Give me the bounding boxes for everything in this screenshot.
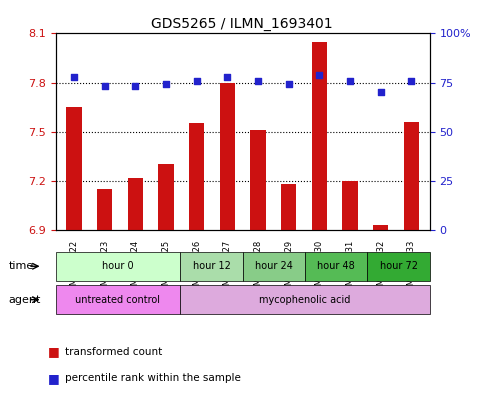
Bar [128,178,143,230]
Text: agent: agent [9,295,41,305]
Point [70,73,78,80]
Bar [189,123,204,230]
Text: mycophenolic acid: mycophenolic acid [259,295,351,305]
Bar [404,122,419,230]
Text: hour 12: hour 12 [193,261,230,271]
Bar [281,184,297,230]
Point [162,81,170,88]
Text: time: time [9,261,34,271]
Bar [250,130,266,230]
Text: hour 24: hour 24 [255,261,293,271]
Bar [220,83,235,230]
Point [285,81,293,88]
Bar [97,189,113,230]
Point [408,77,415,84]
Point [377,89,384,95]
Point [346,77,354,84]
Text: hour 48: hour 48 [317,261,355,271]
Bar [312,42,327,230]
Bar [373,225,388,230]
Text: untreated control: untreated control [75,295,160,305]
Point [193,77,200,84]
Point [224,73,231,80]
Text: transformed count: transformed count [65,347,162,357]
Bar [158,164,174,230]
Text: hour 0: hour 0 [102,261,134,271]
Point [315,72,323,78]
Point [101,83,109,90]
Point [131,83,139,90]
Bar [66,107,82,230]
Text: GDS5265 / ILMN_1693401: GDS5265 / ILMN_1693401 [151,17,332,31]
Text: hour 72: hour 72 [380,261,418,271]
Text: percentile rank within the sample: percentile rank within the sample [65,373,241,384]
Text: ■: ■ [48,345,60,358]
Bar [342,181,358,230]
Text: ■: ■ [48,372,60,385]
Point [254,77,262,84]
